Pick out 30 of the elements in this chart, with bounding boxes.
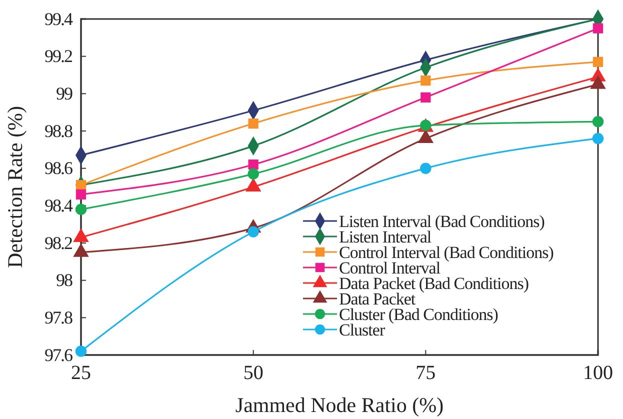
y-tick-label: 98 bbox=[56, 270, 73, 290]
point bbox=[76, 180, 86, 190]
point bbox=[75, 346, 87, 357]
x-tick-label: 25 bbox=[71, 362, 91, 384]
y-tick-label: 97.8 bbox=[44, 307, 73, 328]
y-tick-label: 98.6 bbox=[44, 158, 73, 178]
point bbox=[248, 168, 259, 180]
point bbox=[75, 204, 87, 216]
point bbox=[592, 56, 604, 68]
x-axis-title: Jammed Node Ratio (%) bbox=[235, 393, 444, 417]
point bbox=[592, 23, 604, 34]
y-axis-title: Detection Rate (%) bbox=[3, 106, 27, 268]
y-tick-label: 99 bbox=[56, 83, 73, 104]
point bbox=[420, 162, 432, 174]
point bbox=[592, 116, 604, 128]
point bbox=[76, 189, 86, 200]
point bbox=[420, 76, 431, 86]
point bbox=[592, 132, 604, 144]
point bbox=[248, 160, 258, 170]
y-tick-label: 98.8 bbox=[44, 120, 73, 141]
y-tick-label: 98.4 bbox=[44, 195, 73, 216]
y-tick-label: 99.4 bbox=[44, 8, 73, 29]
x-tick-label: 100 bbox=[583, 362, 613, 384]
y-tick-label: 99.2 bbox=[44, 46, 72, 66]
point bbox=[248, 118, 258, 129]
y-tick-label: 98.2 bbox=[44, 232, 72, 253]
x-tick-label: 75 bbox=[416, 362, 436, 384]
point bbox=[420, 92, 431, 102]
y-tick-label: 97.6 bbox=[44, 344, 73, 365]
x-tick-label: 50 bbox=[243, 362, 264, 384]
